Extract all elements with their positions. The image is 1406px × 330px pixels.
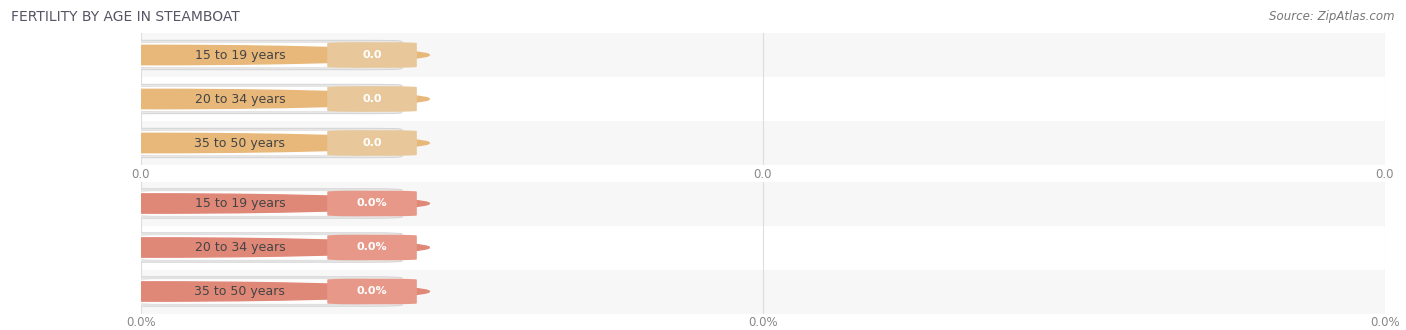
FancyBboxPatch shape (328, 235, 416, 260)
Circle shape (0, 238, 429, 257)
Bar (141, 77, 1385, 121)
FancyBboxPatch shape (328, 130, 416, 156)
FancyBboxPatch shape (328, 86, 416, 112)
FancyBboxPatch shape (110, 277, 402, 306)
Bar (141, 225, 1385, 270)
FancyBboxPatch shape (138, 86, 371, 112)
Bar (141, 121, 1385, 165)
Bar (141, 182, 1385, 225)
Circle shape (0, 89, 429, 109)
FancyBboxPatch shape (328, 191, 416, 216)
Circle shape (0, 133, 429, 153)
Text: 20 to 34 years: 20 to 34 years (194, 92, 285, 106)
Text: 15 to 19 years: 15 to 19 years (194, 197, 285, 210)
Circle shape (0, 45, 429, 65)
Text: 0.0: 0.0 (363, 138, 382, 148)
Text: 35 to 50 years: 35 to 50 years (194, 285, 285, 298)
Text: 0.0: 0.0 (363, 94, 382, 104)
FancyBboxPatch shape (328, 279, 416, 304)
FancyBboxPatch shape (138, 279, 371, 304)
Text: 0.0%: 0.0% (357, 243, 388, 252)
Circle shape (0, 282, 429, 301)
FancyBboxPatch shape (110, 128, 402, 158)
Text: Source: ZipAtlas.com: Source: ZipAtlas.com (1270, 10, 1395, 23)
Text: 35 to 50 years: 35 to 50 years (194, 137, 285, 149)
Text: 0.0: 0.0 (363, 50, 382, 60)
Circle shape (0, 194, 429, 213)
Text: 20 to 34 years: 20 to 34 years (194, 241, 285, 254)
Text: 0.0%: 0.0% (357, 286, 388, 296)
FancyBboxPatch shape (110, 233, 402, 262)
FancyBboxPatch shape (138, 42, 371, 68)
FancyBboxPatch shape (110, 84, 402, 114)
FancyBboxPatch shape (110, 40, 402, 70)
Text: FERTILITY BY AGE IN STEAMBOAT: FERTILITY BY AGE IN STEAMBOAT (11, 10, 240, 24)
FancyBboxPatch shape (138, 130, 371, 156)
Text: 15 to 19 years: 15 to 19 years (194, 49, 285, 61)
Bar (141, 270, 1385, 313)
FancyBboxPatch shape (110, 189, 402, 218)
FancyBboxPatch shape (138, 191, 371, 216)
Bar (141, 33, 1385, 77)
FancyBboxPatch shape (138, 235, 371, 260)
FancyBboxPatch shape (328, 42, 416, 68)
Text: 0.0%: 0.0% (357, 199, 388, 209)
